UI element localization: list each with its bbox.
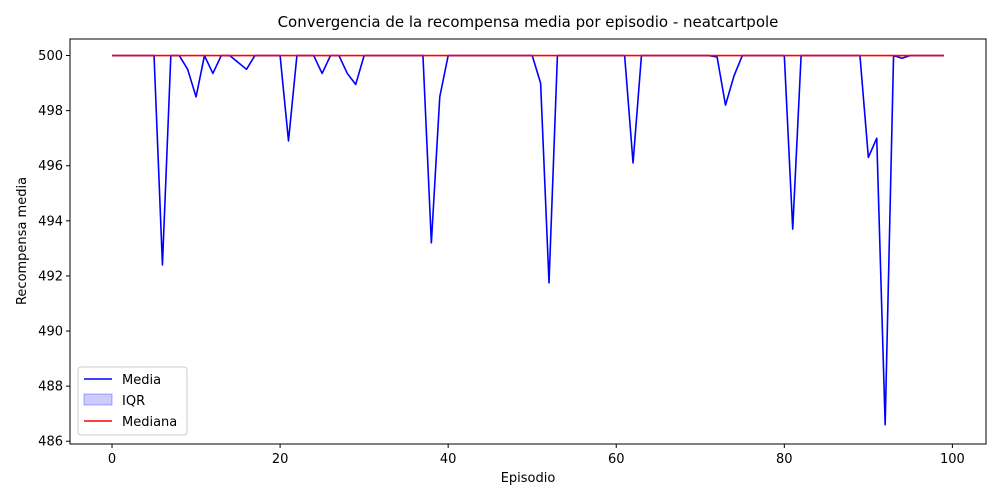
x-tick-label: 20 [272,452,289,467]
x-tick-label: 100 [940,452,965,467]
y-tick-label: 494 [38,214,63,229]
y-axis-label: Recompensa media [15,177,30,305]
y-tick-label: 496 [38,159,63,174]
x-tick-label: 40 [440,452,457,467]
legend-iqr-label: IQR [122,394,145,409]
x-axis-label: Episodio [501,471,556,486]
chart-title: Convergencia de la recompensa media por … [278,13,779,31]
plot-frame [69,38,987,445]
legend-iqr-swatch [83,393,113,406]
legend-mediana-label: Mediana [122,415,177,430]
x-axis: 0 20 40 60 80 100 [108,444,965,467]
x-tick-label: 60 [608,452,625,467]
y-tick-label: 486 [38,435,63,450]
y-tick-label: 498 [38,104,63,119]
y-tick-label: 492 [38,269,63,284]
x-tick-label: 80 [776,452,793,467]
y-axis: 486 488 490 492 494 496 498 500 [38,49,70,450]
plot-area [70,39,986,444]
legend: Media IQR Mediana [77,366,188,436]
y-tick-label: 488 [38,380,63,395]
y-tick-label: 490 [38,325,63,340]
legend-box [77,366,188,436]
legend-media-label: Media [122,373,161,388]
y-tick-label: 500 [38,49,63,64]
series-layer [112,54,944,426]
x-tick-label: 0 [108,452,116,467]
